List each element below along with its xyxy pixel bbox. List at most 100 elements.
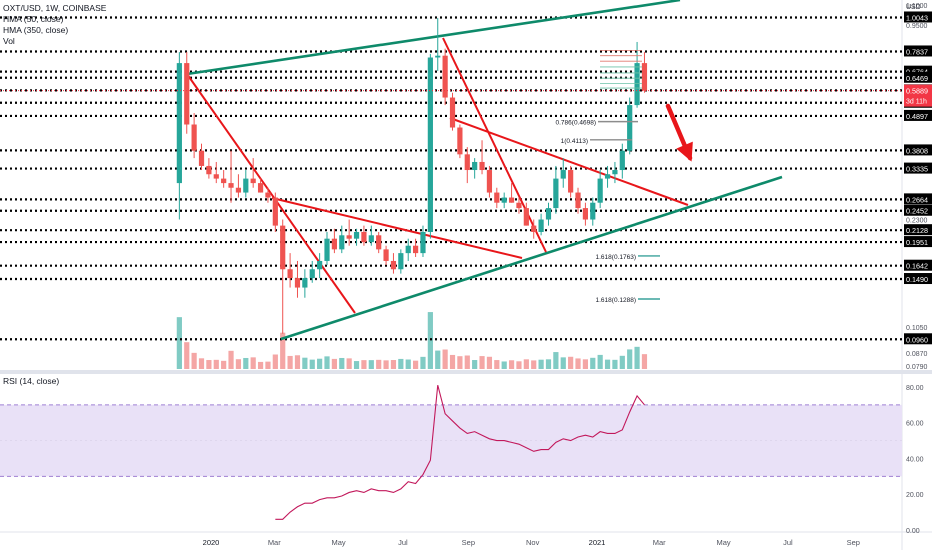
fib-level-label: 1(0.4113) [561,138,588,145]
candle[interactable] [191,124,197,151]
candle[interactable] [457,127,463,155]
bar-countdown-label: 3d 11h [906,99,927,106]
candle[interactable] [272,197,278,226]
time-axis-label: May [716,538,730,547]
candle[interactable] [627,105,633,151]
volume-bar [420,356,426,369]
candle[interactable] [309,269,315,279]
candle[interactable] [376,235,382,250]
volume-bar [265,361,271,369]
candle[interactable] [582,208,588,220]
candle[interactable] [361,231,367,243]
lower-channel-line[interactable] [280,175,783,341]
price-level-tag [904,109,932,121]
trendline-descending[interactable] [449,117,689,206]
candle[interactable] [206,165,212,175]
candle[interactable] [553,178,559,209]
candle[interactable] [383,249,389,261]
rsi-legend[interactable]: RSI (14, close) [3,376,60,386]
candle[interactable] [464,154,470,171]
candle[interactable] [590,202,596,220]
candle[interactable] [597,178,603,203]
candle[interactable] [634,63,640,106]
candle[interactable] [619,150,625,171]
candle[interactable] [221,178,227,184]
candle[interactable] [257,183,264,193]
pane-separator[interactable] [0,370,932,374]
candle[interactable] [353,231,360,239]
candle[interactable] [568,170,574,193]
candle[interactable] [420,231,426,254]
candle[interactable] [265,192,271,198]
candle[interactable] [198,150,205,166]
candle[interactable] [575,192,581,209]
candle[interactable] [516,202,522,209]
volume-bar [309,359,315,369]
candle[interactable] [427,57,433,232]
price-level-label: 0.2664 [906,195,928,204]
candle[interactable] [368,235,374,243]
volume-bar [604,359,611,369]
time-axis-label: 2020 [203,538,220,547]
candle[interactable] [331,238,337,250]
candle[interactable] [235,187,242,193]
candle[interactable] [531,225,537,232]
candle[interactable] [287,269,293,279]
candle[interactable] [184,63,190,125]
candle[interactable] [508,197,515,203]
candle[interactable] [280,225,286,270]
candle[interactable] [449,97,456,128]
candle[interactable] [346,235,352,239]
candle[interactable] [501,197,507,203]
candle[interactable] [213,174,219,179]
volume-bar [479,356,485,369]
candle[interactable] [479,161,485,171]
candle[interactable] [390,260,397,270]
candle[interactable] [523,208,529,226]
candle[interactable] [442,55,448,98]
candle[interactable] [339,235,345,250]
candle[interactable] [294,278,301,288]
volume-legend[interactable]: Vol [3,36,15,46]
candle[interactable] [604,174,611,179]
candle[interactable] [435,55,441,58]
candle[interactable] [612,170,618,175]
candle[interactable] [243,178,249,193]
candle[interactable] [398,253,404,270]
candle[interactable] [538,219,544,232]
candle[interactable] [302,278,308,288]
candle[interactable] [405,245,411,254]
volume-bar [435,350,441,369]
time-axis-label: Mar [268,538,281,547]
price-level-tag [904,236,932,248]
time-axis-label: Sep [462,538,475,547]
candle[interactable] [324,238,330,261]
hma50-legend[interactable]: HMA (50, close) [3,14,64,24]
fib-level-label: 1.618(0.1763) [596,254,636,261]
candle[interactable] [250,178,256,184]
volume-bar [442,349,448,369]
volume-bar [184,342,190,369]
trendline-2020-lows[interactable] [271,197,523,259]
time-axis-label: May [332,538,346,547]
candle[interactable] [494,192,500,203]
hma350-legend[interactable]: HMA (350, close) [3,25,69,35]
upper-channel-line[interactable] [186,0,681,76]
candle[interactable] [228,183,234,188]
candle[interactable] [413,245,419,254]
rsi-line[interactable] [275,385,645,520]
candle[interactable] [486,170,493,193]
volume-bar [457,356,463,369]
symbol-title[interactable]: OXT/USD, 1W, COINBASE [3,3,107,13]
current-price-tag[interactable] [904,84,932,107]
trendline-drop-2019[interactable] [186,73,356,314]
candle[interactable] [472,161,478,171]
candle[interactable] [545,208,552,220]
candle[interactable] [317,260,323,270]
candle[interactable] [641,63,648,91]
rsi-axis-tick: 0.00 [906,528,920,535]
candle[interactable] [176,63,182,184]
candle[interactable] [560,170,566,179]
price-level-label: 0.3335 [906,165,928,174]
